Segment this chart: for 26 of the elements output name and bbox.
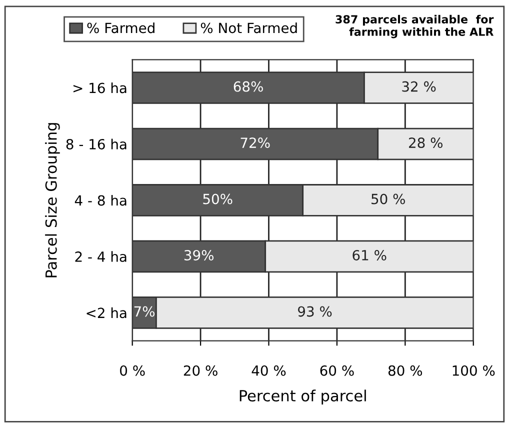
x-tick-label: 40 % xyxy=(252,365,286,376)
data-label: 50 % xyxy=(372,194,405,204)
x-tick-label: 60 % xyxy=(320,365,354,376)
x-tick-label: 0 % xyxy=(120,365,145,376)
data-label: 32 % xyxy=(402,81,436,92)
data-label: 68% xyxy=(234,81,263,92)
y-tick-label: 2 - 4 ha xyxy=(75,251,126,262)
x-tick-label: 100 % xyxy=(452,365,495,376)
data-label: 72% xyxy=(240,138,270,148)
legend-label: % Farmed xyxy=(87,22,154,34)
x-tick-label: 80 % xyxy=(388,365,422,376)
x-axis-title: Percent of parcel xyxy=(240,390,366,404)
data-label: 39% xyxy=(184,250,214,260)
legend-label: % Not Farmed xyxy=(200,22,297,34)
y-axis-title: Parcel Size Grouping xyxy=(45,123,60,278)
y-tick-label: > 16 ha xyxy=(73,82,126,94)
y-tick-label: <2 ha xyxy=(86,307,126,318)
data-label: 7% xyxy=(134,306,155,317)
y-tick-label: 8 - 16 ha xyxy=(66,138,126,150)
data-label: 61 % xyxy=(352,250,386,260)
x-tick-label: 20 % xyxy=(184,365,218,376)
y-tick-label: 4 - 8 ha xyxy=(74,194,126,206)
data-label: 28 % xyxy=(409,138,442,148)
data-label: 93 % xyxy=(298,306,332,317)
text: 387 parcels available for farming within the ALR xyxy=(336,14,494,38)
data-label: 50% xyxy=(203,194,232,204)
